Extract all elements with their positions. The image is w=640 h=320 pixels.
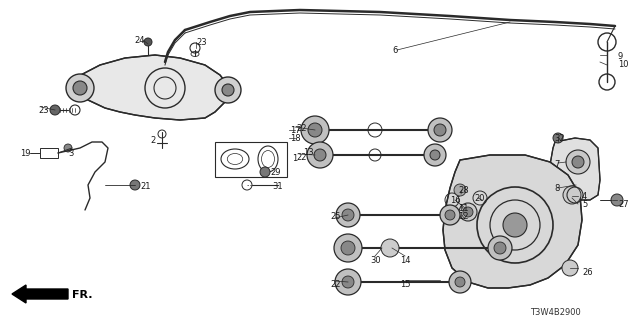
Text: 10: 10	[618, 60, 628, 69]
Circle shape	[494, 242, 506, 254]
Text: 4: 4	[582, 192, 588, 201]
Circle shape	[463, 207, 473, 217]
Text: 8: 8	[554, 184, 559, 193]
Circle shape	[73, 81, 87, 95]
Circle shape	[334, 234, 362, 262]
Text: FR.: FR.	[72, 290, 93, 300]
Text: 5: 5	[582, 200, 588, 209]
Circle shape	[222, 84, 234, 96]
Circle shape	[50, 105, 60, 115]
Circle shape	[488, 236, 512, 260]
Circle shape	[341, 241, 355, 255]
Circle shape	[440, 205, 460, 225]
Text: 12: 12	[458, 212, 468, 221]
Circle shape	[449, 271, 471, 293]
Circle shape	[215, 77, 241, 103]
Text: 16: 16	[450, 196, 461, 205]
Text: 15: 15	[400, 280, 410, 289]
Bar	[215, 142, 287, 177]
Polygon shape	[75, 55, 230, 120]
Circle shape	[64, 144, 72, 152]
Circle shape	[445, 210, 455, 220]
Circle shape	[144, 38, 152, 46]
Text: 1: 1	[292, 154, 297, 163]
Circle shape	[455, 277, 465, 287]
Text: 22: 22	[330, 280, 340, 289]
Text: 22: 22	[296, 153, 307, 162]
Text: 24: 24	[134, 36, 145, 45]
Text: 20: 20	[474, 194, 484, 203]
Text: 26: 26	[582, 268, 593, 277]
Text: 30: 30	[370, 256, 381, 265]
Text: 32: 32	[554, 134, 564, 143]
Circle shape	[430, 150, 440, 160]
Circle shape	[307, 142, 333, 168]
Circle shape	[260, 167, 270, 177]
Text: 28: 28	[458, 186, 468, 195]
Circle shape	[562, 260, 578, 276]
Text: 6: 6	[392, 46, 397, 55]
Text: 23: 23	[196, 38, 207, 47]
Text: 22: 22	[296, 124, 307, 133]
Circle shape	[428, 118, 452, 142]
Circle shape	[336, 203, 360, 227]
Circle shape	[454, 184, 466, 196]
Circle shape	[66, 74, 94, 102]
Circle shape	[335, 269, 361, 295]
Text: 3: 3	[68, 149, 74, 158]
Text: 25: 25	[330, 212, 340, 221]
Circle shape	[566, 150, 590, 174]
Text: 27: 27	[618, 200, 628, 209]
Text: 11: 11	[458, 204, 468, 213]
Text: 31: 31	[272, 182, 283, 191]
Text: 7: 7	[554, 160, 559, 169]
Circle shape	[434, 124, 446, 136]
Circle shape	[308, 123, 322, 137]
Text: T3W4B2900: T3W4B2900	[530, 308, 580, 317]
Polygon shape	[443, 155, 582, 288]
Text: 13: 13	[303, 148, 314, 157]
Circle shape	[459, 203, 477, 221]
Circle shape	[563, 186, 581, 204]
Text: 2: 2	[150, 136, 156, 145]
Circle shape	[503, 213, 527, 237]
Circle shape	[381, 239, 399, 257]
Text: 9: 9	[618, 52, 623, 61]
Text: 18: 18	[290, 134, 301, 143]
Circle shape	[130, 180, 140, 190]
Circle shape	[342, 209, 354, 221]
Circle shape	[314, 149, 326, 161]
Text: 19: 19	[20, 149, 31, 158]
Circle shape	[572, 156, 584, 168]
Circle shape	[424, 144, 446, 166]
Text: 23: 23	[38, 106, 49, 115]
Polygon shape	[550, 138, 600, 200]
Bar	[40, 148, 58, 158]
Text: 17: 17	[290, 126, 301, 135]
Circle shape	[301, 116, 329, 144]
Text: 21: 21	[140, 182, 150, 191]
Circle shape	[342, 276, 354, 288]
Circle shape	[553, 133, 563, 143]
Circle shape	[611, 194, 623, 206]
FancyArrow shape	[12, 285, 68, 303]
Text: 14: 14	[400, 256, 410, 265]
Text: 29: 29	[270, 168, 280, 177]
